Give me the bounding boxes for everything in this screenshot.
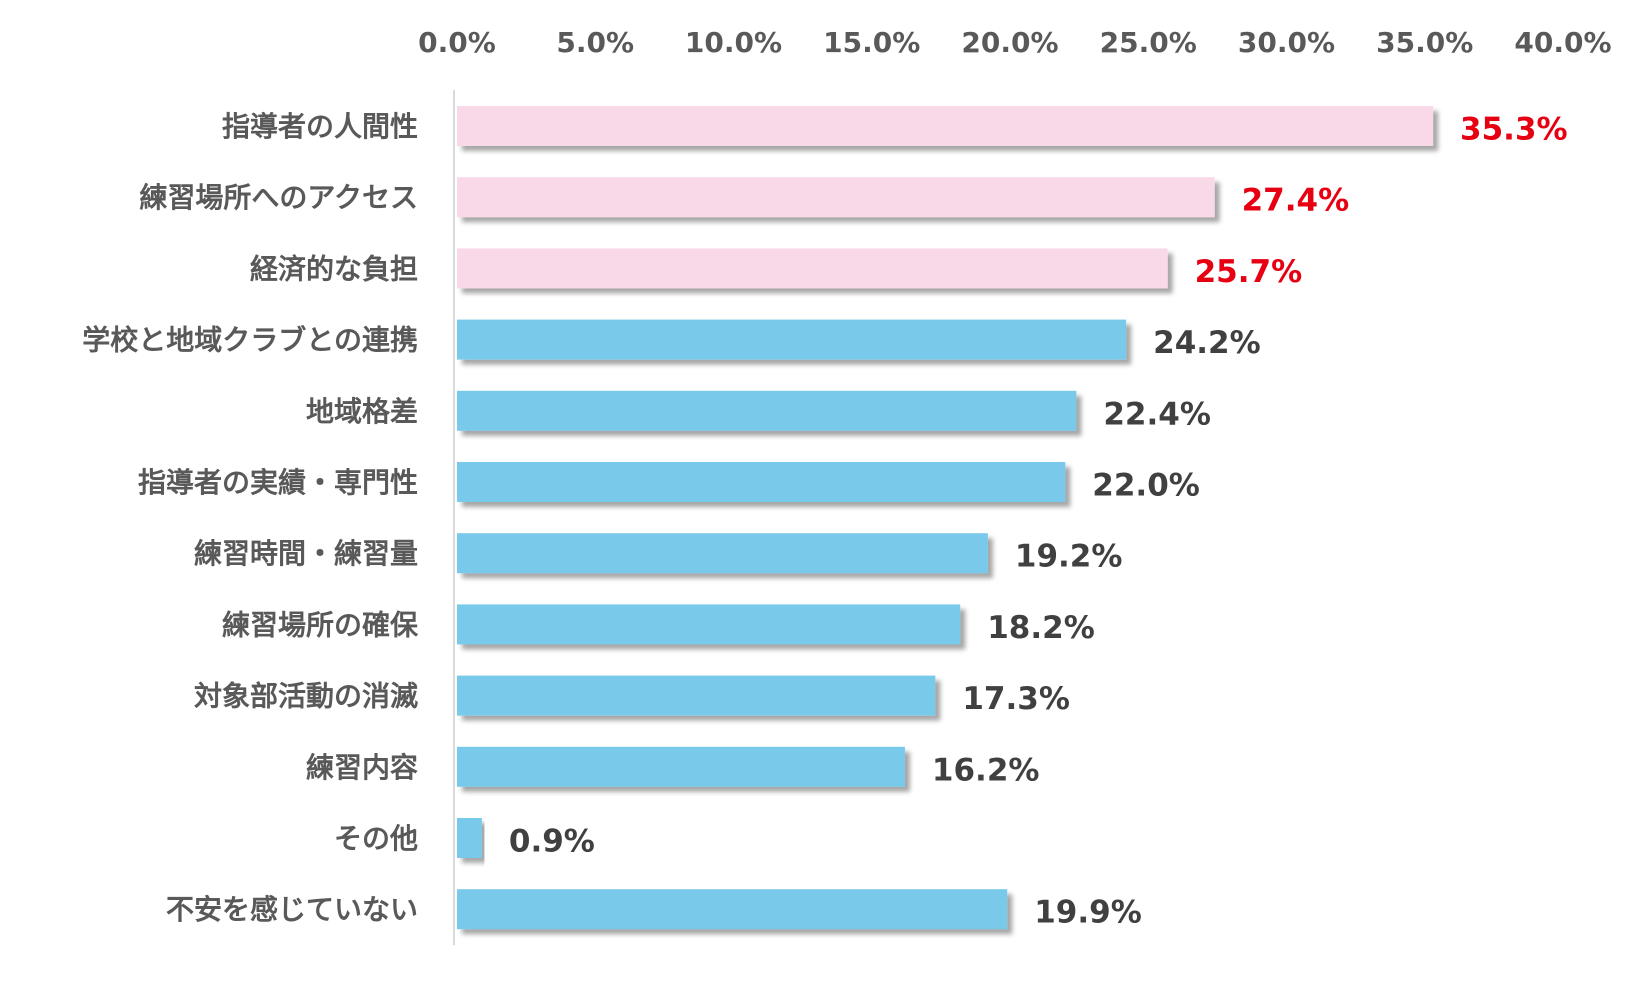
value-labels: 35.3% 27.4% 25.7% 24.2% 22.4% 22.0% 19.2% 18.2%… bbox=[509, 112, 1568, 931]
bar bbox=[457, 675, 936, 716]
bar bbox=[457, 818, 482, 858]
data-label: 19.9% bbox=[1034, 895, 1142, 931]
category-label: 地域格差 bbox=[306, 395, 418, 428]
category-label: 経済的な負担 bbox=[250, 252, 418, 285]
bar bbox=[457, 462, 1066, 502]
category-label: 指導者の人間性 bbox=[222, 110, 418, 143]
data-label: 27.4% bbox=[1242, 183, 1350, 219]
bar bbox=[457, 177, 1215, 218]
category-label: 対象部活動の消滅 bbox=[194, 680, 418, 713]
data-label: 18.2% bbox=[987, 610, 1095, 646]
category-labels: 指導者の人間性練習場所へのアクセス経済的な負担学校と地域クラブとの連携地域格差指… bbox=[82, 110, 419, 926]
data-label: 24.2% bbox=[1153, 325, 1261, 361]
x-tick-label: 25.0% bbox=[1100, 26, 1197, 59]
bar bbox=[457, 604, 961, 645]
x-tick-label: 30.0% bbox=[1238, 26, 1335, 59]
category-label: 練習場所の確保 bbox=[222, 608, 419, 641]
x-tick-label: 20.0% bbox=[961, 26, 1058, 59]
data-label: 25.7% bbox=[1195, 254, 1303, 290]
data-label: 17.3% bbox=[962, 681, 1070, 717]
bar bbox=[457, 390, 1077, 431]
bar bbox=[457, 319, 1127, 360]
category-label: 指導者の実績・専門性 bbox=[138, 466, 418, 499]
bar bbox=[457, 889, 1008, 930]
x-tick-label: 0.0% bbox=[418, 26, 496, 59]
data-label: 19.2% bbox=[1015, 539, 1123, 575]
data-label: 16.2% bbox=[932, 752, 1040, 788]
data-label: 35.3% bbox=[1460, 112, 1568, 148]
bar bbox=[457, 248, 1168, 289]
category-label: 学校と地域クラブとの連携 bbox=[82, 324, 418, 357]
data-label: 22.4% bbox=[1103, 396, 1211, 432]
x-tick-label: 10.0% bbox=[685, 26, 782, 59]
bars bbox=[457, 106, 1434, 930]
x-axis-ticks: 0.0% 5.0% 10.0% 15.0% 20.0% 25.0% 30.0% 35.0% 40… bbox=[418, 26, 1611, 59]
bar bbox=[457, 746, 905, 787]
data-label: 22.0% bbox=[1092, 468, 1200, 504]
category-label: 練習内容 bbox=[306, 751, 418, 784]
x-tick-label: 5.0% bbox=[556, 26, 634, 59]
bar bbox=[457, 106, 1434, 146]
x-tick-label: 40.0% bbox=[1514, 26, 1611, 59]
category-label: 練習場所へのアクセス bbox=[139, 181, 418, 214]
x-tick-label: 15.0% bbox=[823, 26, 920, 59]
category-label: 練習時間・練習量 bbox=[194, 537, 418, 570]
x-tick-label: 35.0% bbox=[1376, 26, 1473, 59]
category-label: 不安を感じていない bbox=[166, 893, 418, 926]
bar bbox=[457, 533, 988, 574]
category-label: その他 bbox=[334, 822, 418, 855]
data-label: 0.9% bbox=[509, 824, 595, 860]
